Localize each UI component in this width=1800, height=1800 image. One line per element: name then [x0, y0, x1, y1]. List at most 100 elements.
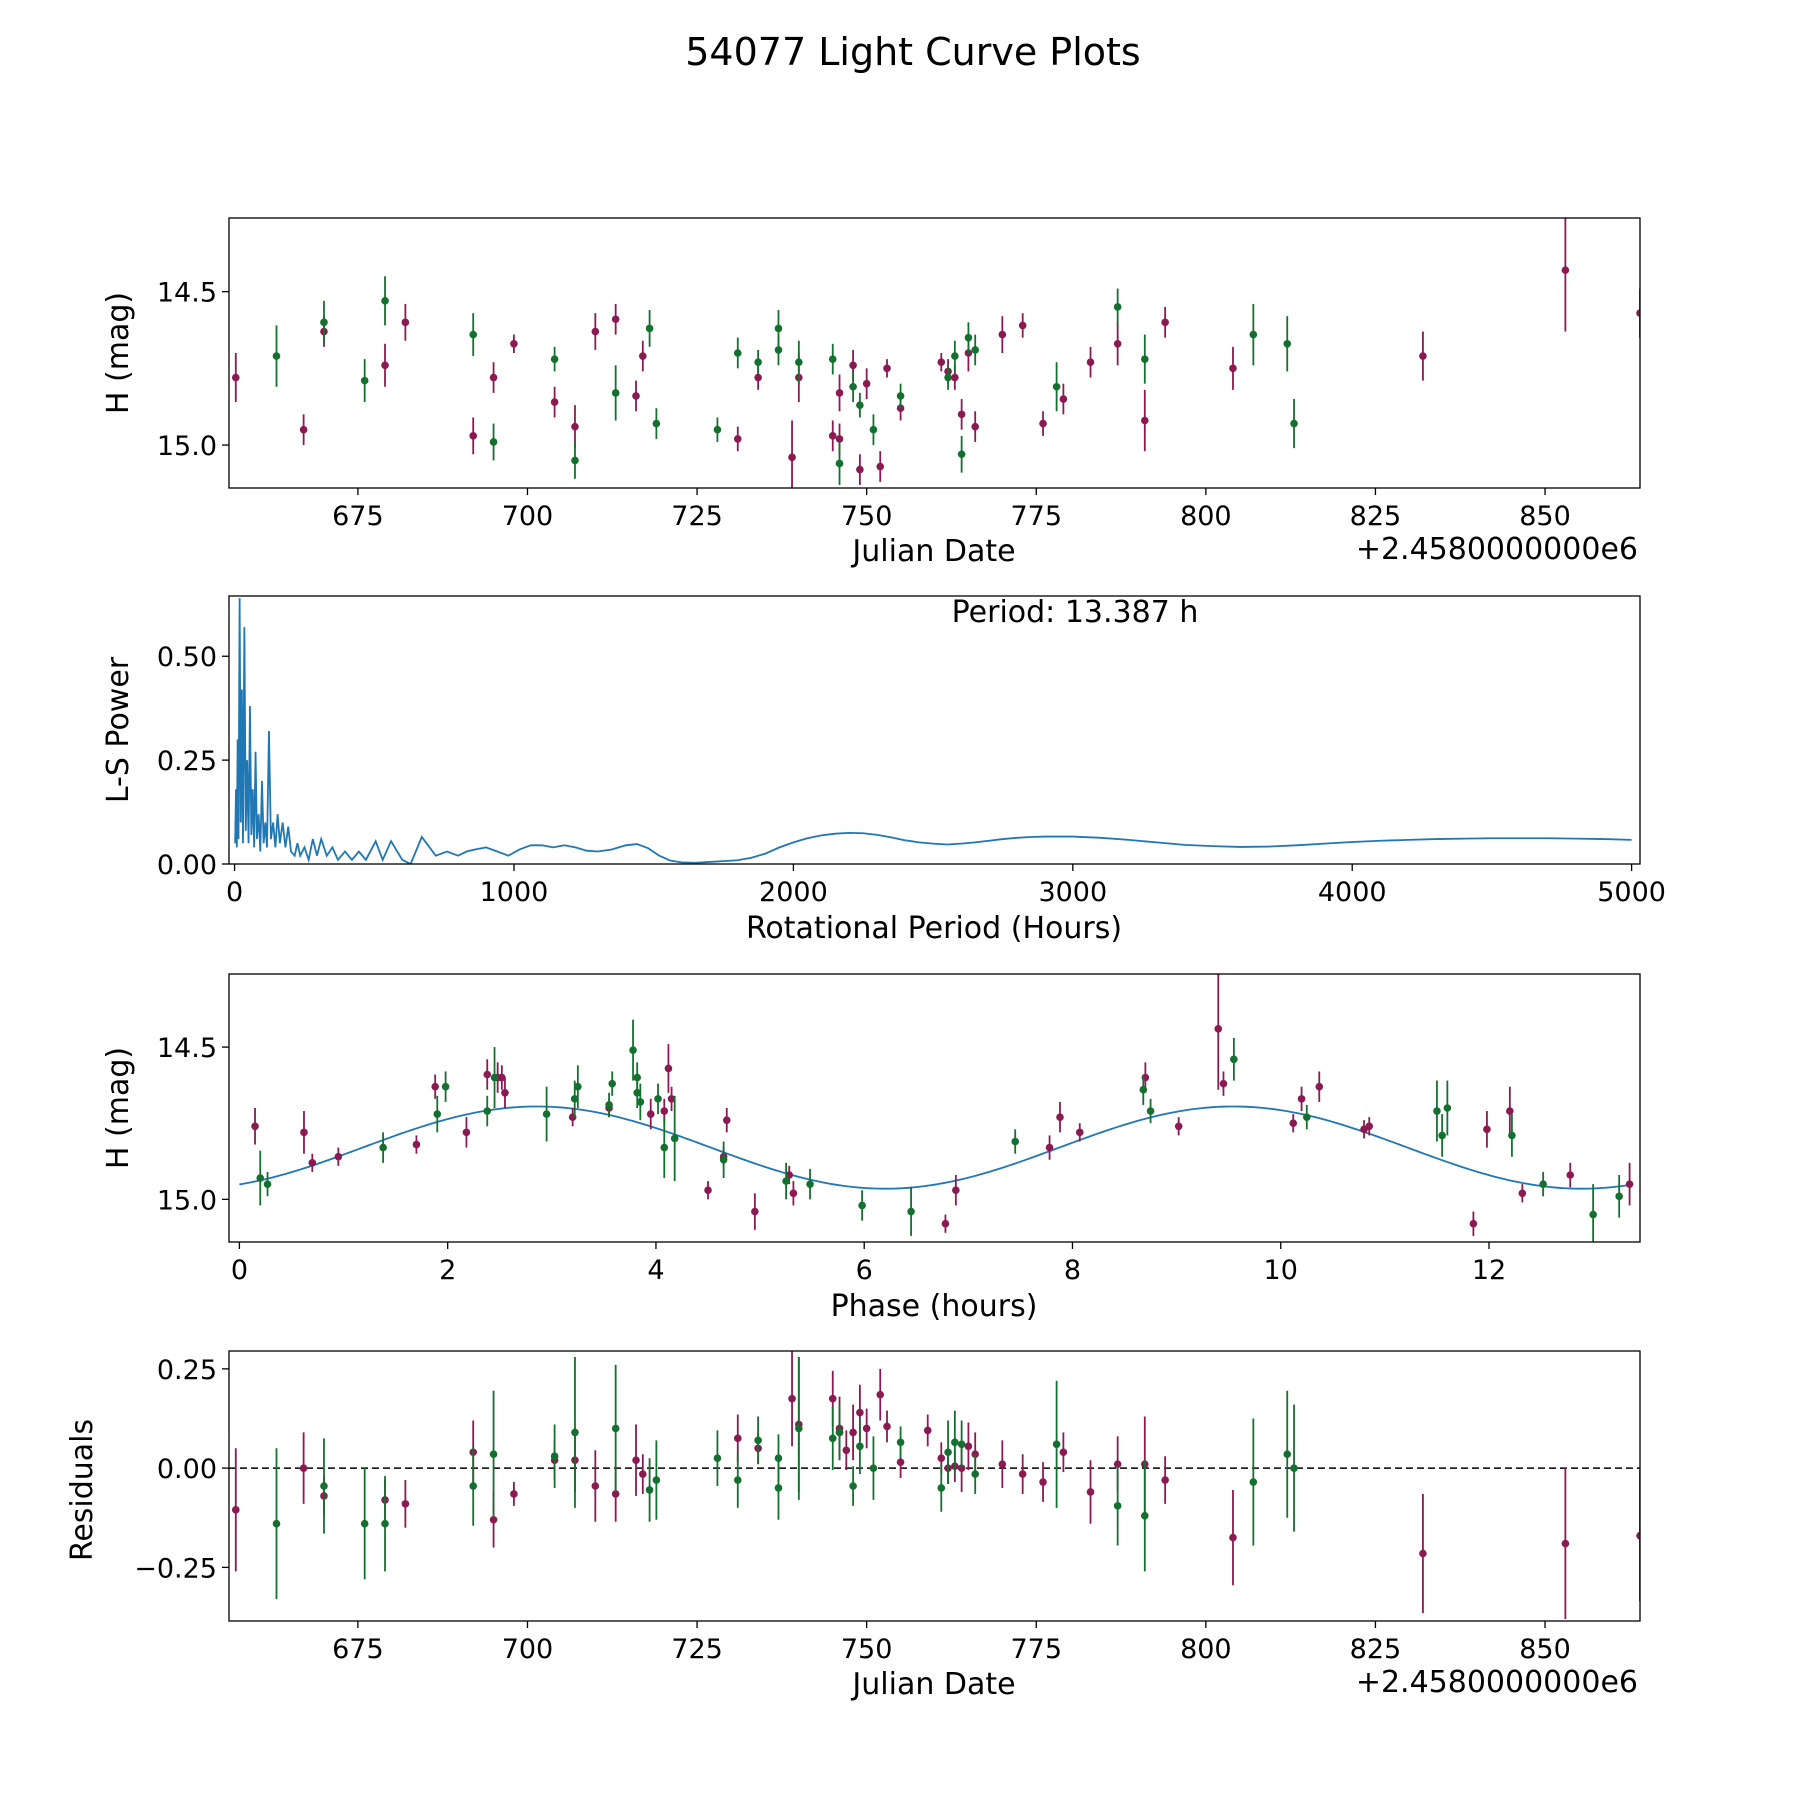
residuals-green-point	[856, 1442, 864, 1451]
lightcurve-x-tick-label: 775	[1010, 501, 1062, 532]
lightcurve-x-tick-label: 850	[1519, 501, 1571, 532]
phased-green-point	[1508, 1131, 1516, 1140]
residuals-magenta-point	[489, 1515, 498, 1524]
lightcurve-magenta-point	[611, 315, 620, 324]
phased-green-point	[633, 1088, 642, 1097]
lightcurve-magenta-point	[835, 435, 844, 443]
periodogram-x-tick-label: 5000	[1597, 877, 1666, 908]
phased-magenta-point	[660, 1107, 669, 1115]
residuals-green-point	[381, 1519, 389, 1528]
residuals-magenta-point	[1113, 1460, 1122, 1468]
phased-green-point	[542, 1110, 551, 1118]
residuals-green-point	[611, 1424, 620, 1433]
residuals-y-tick-label: 0.25	[157, 1355, 217, 1386]
periodogram-y-label: L-S Power	[101, 656, 136, 803]
phased-magenta-point	[300, 1128, 308, 1137]
residuals-green-point	[360, 1519, 369, 1528]
phased-magenta-point	[1469, 1219, 1478, 1228]
phased-green-point	[441, 1082, 450, 1091]
lightcurve-green-point	[971, 346, 980, 354]
phased-green-point	[633, 1073, 642, 1082]
residuals-magenta-point	[1039, 1478, 1047, 1486]
phased-magenta-point	[1518, 1189, 1527, 1198]
phased-magenta-point	[664, 1064, 673, 1073]
phased-magenta-point	[667, 1095, 676, 1103]
lightcurve-magenta-point	[510, 339, 518, 348]
lightcurve-magenta-point	[849, 361, 857, 370]
lightcurve-magenta-point	[401, 318, 410, 327]
residuals-green-point	[1113, 1502, 1122, 1510]
residuals-magenta-point	[639, 1470, 647, 1478]
phased-magenta-point	[1056, 1113, 1064, 1121]
phased-magenta-point	[501, 1088, 509, 1097]
phased-x-tick-label: 12	[1472, 1255, 1506, 1286]
phased-magenta-point	[1219, 1079, 1228, 1088]
lightcurve-magenta-point	[1229, 364, 1237, 373]
lightcurve-green-point	[469, 330, 478, 339]
lightcurve-x-tick-label: 825	[1350, 501, 1402, 532]
lightcurve-green-point	[1249, 330, 1258, 339]
lightcurve-green-point	[795, 358, 803, 367]
phased-green-point	[433, 1110, 442, 1118]
phased-magenta-point	[1483, 1125, 1491, 1134]
periodogram-x-tick-label: 4000	[1318, 877, 1387, 908]
lightcurve-magenta-point	[299, 425, 308, 434]
residuals-y-tick-label: 0.00	[157, 1454, 217, 1485]
residuals-x-label: Julian Date	[850, 1667, 1015, 1702]
phased-green-point	[1443, 1104, 1452, 1112]
phased-green-point	[636, 1098, 645, 1106]
residuals-x-tick-label: 850	[1519, 1634, 1571, 1665]
lightcurve-green-point	[733, 349, 742, 357]
residuals-green-point	[1249, 1478, 1258, 1486]
phased-green-point	[806, 1180, 814, 1188]
lightcurve-green-point	[869, 425, 878, 434]
phased-magenta-point	[462, 1128, 471, 1137]
lightcurve-x-tick-label: 750	[841, 501, 893, 532]
phased-magenta-point	[941, 1219, 950, 1228]
phased-x-tick-label: 6	[856, 1255, 873, 1286]
periodogram-y-tick-label: 0.50	[157, 642, 217, 673]
phased-green-point	[1539, 1180, 1547, 1188]
residuals-magenta-point	[632, 1456, 640, 1464]
phased-green-point	[1139, 1085, 1148, 1094]
periodogram-x-tick-label: 0	[226, 877, 243, 908]
phased-plot-area	[239, 974, 1634, 1242]
residuals-green-point	[1140, 1511, 1149, 1520]
lightcurve-x-tick-label: 725	[671, 501, 723, 532]
lightcurve-magenta-point	[856, 465, 864, 474]
lightcurve-green-point	[571, 456, 579, 465]
phased-magenta-point	[1174, 1122, 1183, 1131]
phased-green-point	[782, 1177, 790, 1185]
phased-magenta-point	[1506, 1107, 1514, 1115]
phased-magenta-point	[1566, 1171, 1575, 1179]
periodogram-x-label: Rotational Period (Hours)	[746, 911, 1122, 946]
lightcurve-x-offset: +2.4580000000e6	[1356, 532, 1638, 567]
residuals-green-point	[944, 1448, 952, 1457]
residuals-x-tick-label: 725	[671, 1634, 723, 1665]
lightcurve-magenta-point	[835, 389, 844, 397]
lightcurve-green-point	[944, 373, 952, 382]
residuals-green-point	[571, 1428, 579, 1437]
phased-green-point	[483, 1107, 492, 1115]
lightcurve-green-point	[896, 392, 905, 400]
phased-x-tick-label: 10	[1264, 1255, 1298, 1286]
phased-green-point	[263, 1180, 272, 1188]
residuals-green-point	[754, 1436, 762, 1445]
lightcurve-magenta-point	[381, 361, 389, 370]
residuals-green-point	[489, 1450, 498, 1459]
phased-green-point	[605, 1101, 613, 1109]
phased-green-point	[1011, 1137, 1020, 1146]
residuals-green-point	[835, 1428, 844, 1437]
phased-magenta-point	[498, 1073, 506, 1082]
lightcurve-green-point	[849, 382, 857, 391]
lightcurve-green-point	[856, 401, 864, 409]
residuals-green-point	[652, 1476, 661, 1484]
lightcurve-green-point	[835, 459, 844, 468]
residuals-magenta-point	[862, 1424, 871, 1433]
phased-green-point	[1615, 1192, 1623, 1201]
residuals-green-point	[971, 1470, 980, 1478]
phased-magenta-point	[646, 1110, 655, 1118]
phased-x-tick-label: 8	[1064, 1255, 1081, 1286]
